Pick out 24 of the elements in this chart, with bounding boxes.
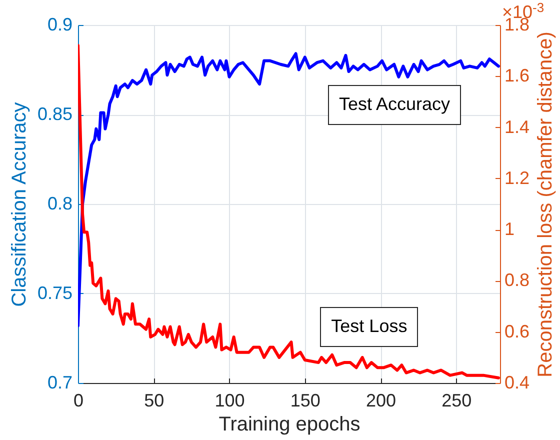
y2-tick-label: 1.4 xyxy=(504,116,530,137)
y-tick-label: 0.8 xyxy=(47,194,72,214)
y-axis-title: Classification Accuracy xyxy=(8,102,30,307)
x-axis-title: Training epochs xyxy=(218,414,360,436)
x-tick-label: 100 xyxy=(214,390,245,410)
y2-tick-label: 0.6 xyxy=(504,321,530,342)
x-tick-label: 200 xyxy=(366,390,396,410)
y2-axis-title: Reconstruction loss (chamfer distance) xyxy=(534,32,557,378)
y-tick-label: 0.9 xyxy=(47,14,72,34)
y-tick-label: 0.7 xyxy=(47,372,72,392)
x-tick-label: 50 xyxy=(144,390,164,410)
x-tick-label: 250 xyxy=(442,390,472,410)
series-label: Test Loss xyxy=(320,306,418,347)
x-tick-label: 150 xyxy=(290,390,320,410)
y2-tick-label: 0.8 xyxy=(504,270,530,290)
series-label: Test Accuracy xyxy=(328,84,462,125)
y2-tick-label: 1.6 xyxy=(504,66,530,86)
y2-tick-label: 0.4 xyxy=(504,372,530,392)
y-tick-label: 0.75 xyxy=(37,283,72,303)
y-tick-label: 0.85 xyxy=(37,104,72,124)
line-series xyxy=(78,44,500,380)
y2-tick-label: 1.2 xyxy=(504,168,530,188)
x-tick-label: 0 xyxy=(73,390,84,410)
y2-tick-label: 1 xyxy=(504,219,515,240)
